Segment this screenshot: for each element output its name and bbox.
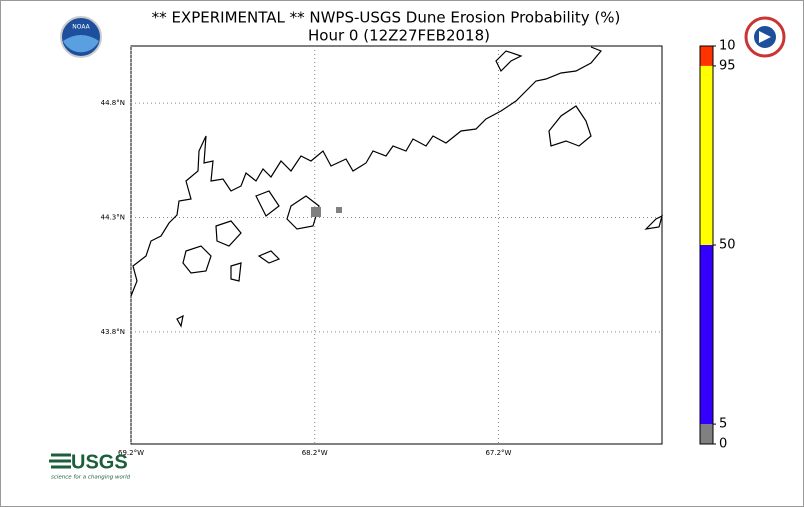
lon-label: 67.2°W [485,449,511,457]
nws-logo [744,16,786,58]
usgs-tagline: science for a changing world [51,475,131,481]
usgs-text: USGS [71,451,128,473]
colorbar-label: 0 [719,437,727,452]
colorbar-label: 50 [719,238,736,253]
lat-label: 44.8°N [101,99,125,107]
map-frame [130,45,663,445]
lon-label: 69.2°W [118,449,144,457]
colorbar-label: 5 [719,417,727,432]
colorbar-label: 10 [719,39,736,54]
noaa-text: NOAA [72,24,90,31]
subtitle: Hour 0 (12Z27FEB2018) [308,27,490,45]
colorbar-segment [700,245,713,425]
lat-label: 43.8°N [101,328,125,336]
lat-label: 44.3°N [101,214,125,222]
title: ** EXPERIMENTAL ** NWPS-USGS Dune Erosio… [152,9,621,27]
colorbar-segment [700,424,713,444]
colorbar-segment [700,46,713,66]
coastline [130,46,663,328]
colorbar-segment [700,65,713,246]
usgs-logo: USGS science for a changing world [49,451,131,481]
lon-label: 68.2°W [302,449,328,457]
noaa-logo: NOAA [60,16,102,58]
colorbar-label: 95 [719,58,736,73]
